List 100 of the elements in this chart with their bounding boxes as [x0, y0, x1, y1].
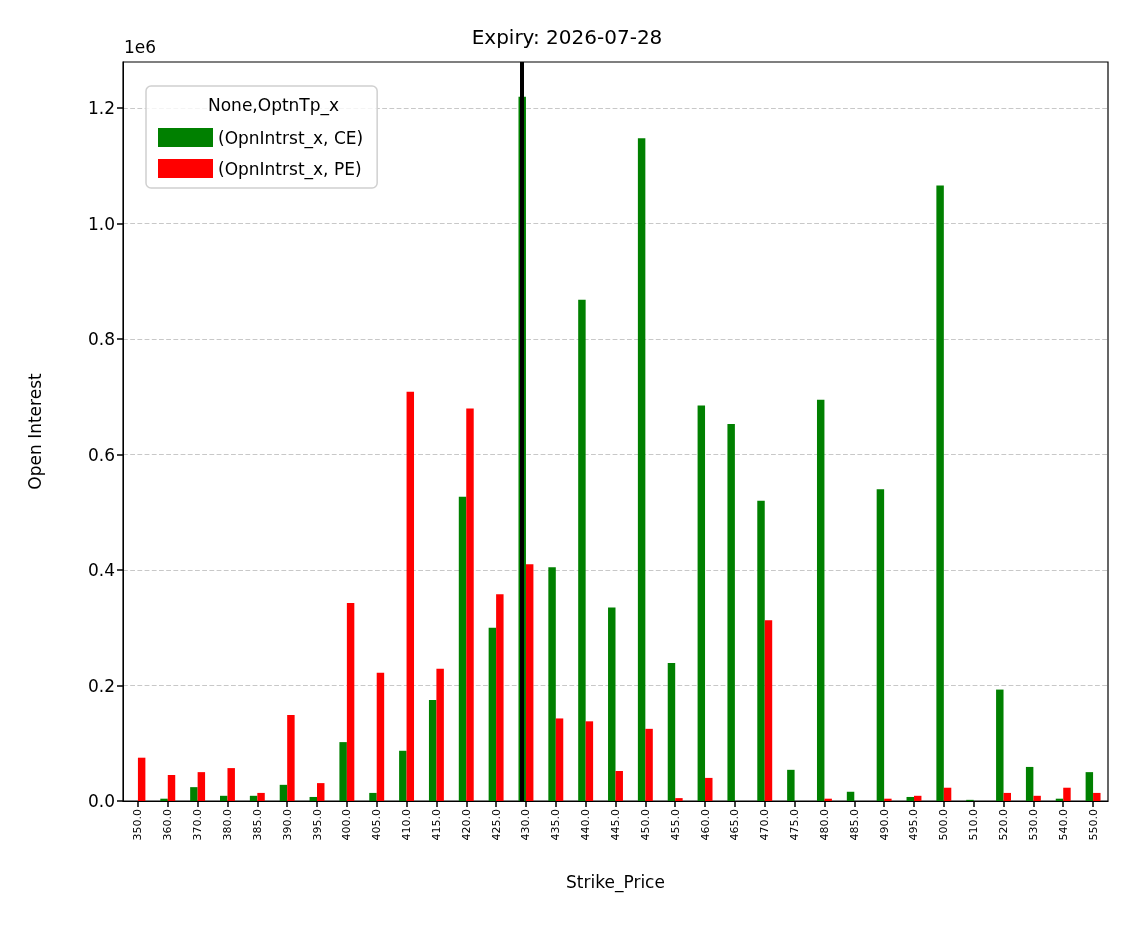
x-tick-label: 400.0: [340, 809, 354, 841]
bar: [197, 772, 206, 801]
x-tick-label: 475.0: [788, 809, 802, 841]
bar: [406, 391, 415, 801]
x-tick-label: 455.0: [668, 809, 682, 841]
x-tick-label: 395.0: [310, 809, 324, 841]
x-tick-label: 425.0: [489, 809, 503, 841]
bar: [667, 663, 676, 801]
bar: [317, 783, 325, 801]
bar: [190, 787, 198, 801]
bar: [339, 742, 347, 801]
bar: [399, 750, 407, 801]
bar: [525, 564, 534, 801]
bar: [309, 796, 318, 801]
bar: [936, 185, 944, 801]
bar: [615, 770, 623, 801]
bar: [645, 728, 653, 801]
x-tick-label: 470.0: [758, 809, 772, 841]
x-tick-label: 490.0: [877, 809, 891, 841]
bar: [906, 796, 914, 801]
legend-label: (OpnIntrst_x, CE): [218, 127, 364, 149]
bar: [279, 784, 288, 801]
bar: [428, 699, 437, 801]
bar: [697, 405, 706, 801]
x-tick-label: 390.0: [280, 809, 294, 841]
bar: [436, 668, 444, 801]
x-tick-label: 485.0: [847, 809, 861, 841]
bar: [1085, 772, 1094, 801]
x-tick-label: 380.0: [220, 809, 234, 841]
x-tick-label: 480.0: [817, 809, 831, 841]
bar: [257, 792, 265, 801]
bar: [876, 489, 885, 801]
x-tick-label: 370.0: [191, 809, 205, 841]
x-tick-label: 385.0: [250, 809, 264, 841]
x-tick-label: 410.0: [400, 809, 414, 841]
bar: [608, 607, 616, 801]
bar: [585, 721, 594, 801]
y-tick-label: 0.4: [87, 560, 115, 581]
y-tick-label: 1.0: [87, 213, 115, 234]
bar: [637, 138, 646, 801]
bar: [884, 798, 892, 801]
x-tick-label: 360.0: [161, 809, 175, 841]
bar: [346, 602, 355, 801]
bar: [458, 496, 467, 801]
text: 1e6: [124, 36, 157, 57]
bar: [287, 714, 295, 801]
x-tick-label: 430.0: [519, 809, 533, 841]
x-tick-label: 530.0: [1026, 809, 1040, 841]
x-tick-label: 440.0: [579, 809, 593, 841]
bar: [787, 769, 795, 801]
x-tick-label: 550.0: [1086, 809, 1100, 841]
bar: [824, 798, 832, 801]
x-tick-label: 540.0: [1056, 809, 1070, 841]
bar: [137, 757, 146, 801]
bar: [757, 500, 765, 801]
y-tick-label: 0.0: [87, 791, 115, 811]
bar: [227, 768, 235, 801]
x-axis-title: Strike_Price: [566, 871, 665, 893]
bar: [913, 795, 922, 801]
x-tick-label: 520.0: [997, 809, 1011, 841]
bar: [1003, 792, 1011, 801]
x-tick-label: 495.0: [907, 809, 921, 841]
x-tick-label: 415.0: [429, 809, 443, 841]
bar: [555, 718, 564, 801]
legend-title: None,OptnTp_x: [208, 94, 340, 116]
y-axis-title: Open Interest: [24, 373, 45, 490]
bar: [1063, 787, 1071, 801]
y-tick-label: 0.8: [87, 329, 115, 350]
bar: [466, 408, 474, 801]
bar: [249, 795, 258, 801]
bar: [764, 620, 773, 801]
bar: [727, 423, 735, 801]
bar: [160, 798, 168, 801]
bar: [705, 777, 713, 801]
bar: [578, 299, 586, 801]
x-tick-label: 350.0: [131, 809, 145, 841]
bar: [376, 672, 385, 801]
x-tick-label: 405.0: [370, 809, 384, 841]
x-tick-label: 460.0: [698, 809, 712, 841]
bar: [943, 787, 952, 801]
bar: [1025, 766, 1034, 801]
x-tick-label: 445.0: [609, 809, 622, 841]
bar: [167, 775, 176, 801]
bar: [846, 791, 855, 801]
bar: [816, 399, 825, 801]
x-tick-label: 450.0: [638, 809, 652, 841]
bar: [996, 689, 1004, 801]
bar: [675, 798, 683, 801]
y-tick-label: 1.2: [87, 98, 115, 119]
x-tick-label: 420.0: [459, 809, 473, 841]
y-tick-label: 0.2: [87, 675, 115, 696]
y-tick-label: 0.6: [87, 444, 115, 465]
chart-title: Expiry: 2026-07-28: [471, 25, 663, 49]
x-tick-label: 510.0: [967, 809, 981, 841]
x-tick-label: 500.0: [937, 809, 951, 841]
legend-label: (OpnIntrst_x, PE): [218, 158, 362, 180]
bar: [496, 594, 504, 801]
x-tick-label: 465.0: [728, 809, 742, 841]
bar: [548, 567, 556, 801]
bar: [1093, 792, 1101, 801]
